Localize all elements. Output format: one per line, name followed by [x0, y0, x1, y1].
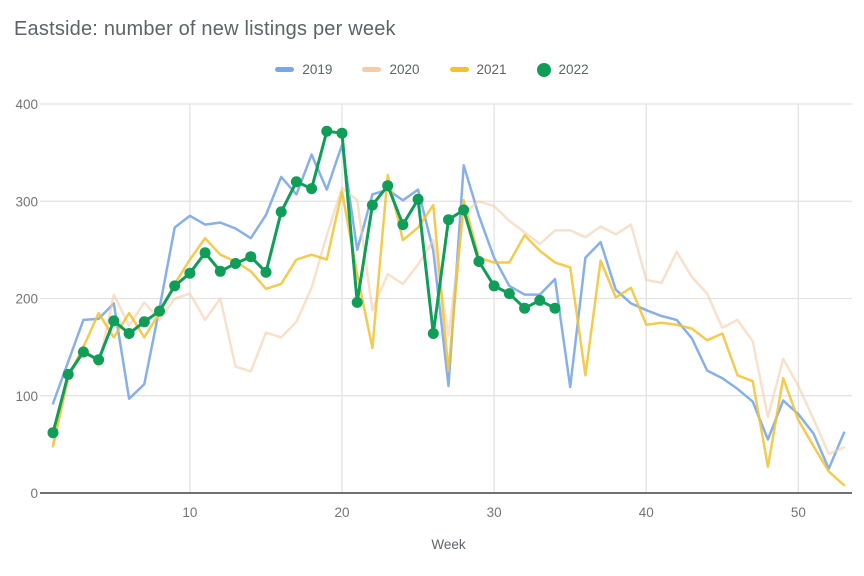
legend-item-2020[interactable]: 2020	[362, 62, 420, 77]
x-axis-tick-label: 50	[791, 505, 806, 520]
series-point-2022	[473, 256, 485, 267]
series-line-2022	[51, 129, 557, 435]
series-point-2022	[245, 251, 257, 263]
x-axis-tick-label: 40	[639, 505, 654, 520]
series-point-2022	[534, 294, 546, 306]
series-point-2022	[62, 368, 74, 380]
series-point-2022	[275, 206, 287, 218]
series-point-2022	[351, 296, 363, 308]
series-point-2022	[184, 267, 196, 279]
chart-title: Eastside: number of new listings per wee…	[14, 18, 396, 40]
x-axis-tick-label: 30	[487, 505, 502, 520]
y-axis-tick-label: 100	[15, 389, 38, 404]
series-point-2022	[93, 354, 105, 366]
series-point-2022	[443, 214, 454, 226]
y-axis-tick-label: 400	[15, 97, 38, 112]
legend-item-2019[interactable]: 2019	[275, 62, 332, 77]
series-point-2022	[260, 266, 272, 278]
series-point-2022	[169, 280, 181, 292]
series-point-2022	[549, 302, 561, 314]
y-axis-tick-label: 200	[15, 292, 38, 307]
series-point-2022	[397, 219, 409, 231]
series-point-2022	[336, 127, 348, 139]
series-point-2022	[366, 199, 378, 211]
legend-label-2022: 2022	[558, 62, 589, 77]
legend-item-2021[interactable]: 2021	[449, 62, 507, 77]
series-point-2022	[77, 346, 89, 358]
series-point-2022	[519, 302, 531, 314]
x-axis-tick-label: 10	[182, 505, 197, 520]
series-line-2019	[51, 143, 846, 470]
series-line-2021	[51, 173, 846, 487]
series-point-2022	[199, 247, 211, 259]
series-point-2022	[382, 180, 394, 192]
y-axis-tick-label: 300	[15, 194, 38, 209]
legend-swatch-2019-icon	[275, 67, 295, 72]
series-point-2022	[230, 258, 241, 269]
series-point-2022	[458, 204, 470, 216]
y-axis-tick-label: 0	[30, 486, 38, 501]
legend-label-2021: 2021	[476, 62, 507, 77]
legend-swatch-2021-icon	[449, 67, 469, 72]
series-point-2022	[138, 316, 150, 328]
series-point-2022	[214, 265, 226, 277]
series-point-2022	[427, 328, 439, 339]
x-axis-tick-label: 20	[335, 505, 350, 520]
legend-item-2022[interactable]: 2022	[536, 62, 589, 77]
legend-label-2020: 2020	[389, 62, 420, 77]
series-point-2022	[290, 176, 302, 188]
legend-swatch-2020-icon	[362, 67, 382, 72]
legend: 2019 2020 2021 2022	[0, 62, 864, 77]
series-line-2020	[51, 186, 846, 456]
series-point-2022	[488, 280, 500, 292]
series-point-2022	[321, 125, 333, 137]
series-point-2022	[123, 328, 135, 339]
series-point-2022	[108, 315, 120, 327]
legend-label-2019: 2019	[302, 62, 333, 77]
series-point-2022	[503, 288, 515, 300]
series-point-2022	[412, 193, 424, 205]
legend-swatch-2022-icon	[536, 62, 551, 77]
series-point-2022	[306, 183, 318, 195]
series-point-2022	[47, 427, 59, 439]
series-point-2022	[154, 305, 165, 317]
x-axis-title: Week	[431, 537, 466, 552]
